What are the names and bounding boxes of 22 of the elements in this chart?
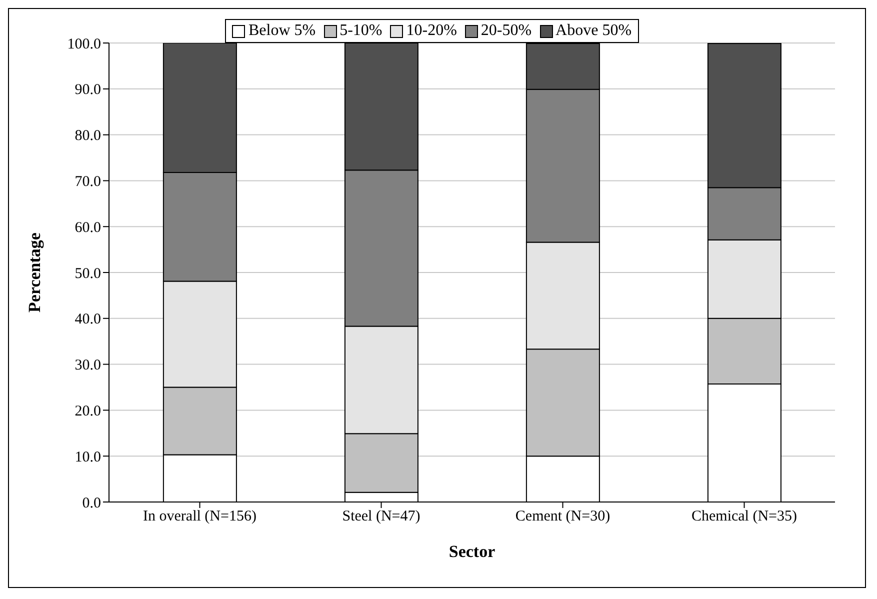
- x-tick-label: Chemical (N=35): [691, 508, 798, 525]
- legend-label: 20-50%: [480, 22, 532, 40]
- y-tick-label: 30.0: [74, 358, 101, 374]
- legend-label: 5-10%: [340, 22, 382, 40]
- y-axis-title: Percentage: [25, 232, 44, 312]
- y-tick-label: 40.0: [74, 312, 101, 328]
- legend-label: Above 50%: [556, 22, 632, 40]
- x-tick-label: Cement (N=30): [515, 508, 610, 525]
- legend-label: 10-20%: [406, 22, 457, 40]
- x-tick-label: Steel (N=47): [342, 508, 420, 525]
- y-tick-label: 90.0: [74, 82, 101, 98]
- y-tick-label: 20.0: [74, 404, 101, 420]
- legend-label: Below 5%: [248, 22, 316, 40]
- y-tick-label: 100.0: [67, 36, 101, 52]
- y-tick-label: 0.0: [82, 495, 101, 512]
- x-axis-title: Sector: [448, 542, 496, 561]
- y-tick-label: 60.0: [74, 220, 101, 236]
- y-tick-label: 50.0: [74, 266, 101, 282]
- y-tick-label: 80.0: [74, 128, 101, 144]
- y-tick-label: 10.0: [74, 449, 101, 466]
- x-tick-label: In overall (N=156): [143, 508, 256, 525]
- y-tick-label: 70.0: [74, 174, 101, 190]
